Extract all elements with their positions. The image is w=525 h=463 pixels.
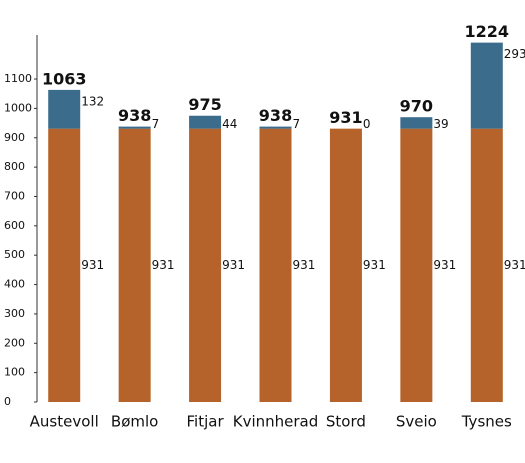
x-tick-label: Kvinnherad bbox=[233, 413, 319, 431]
x-tick-label: Fitjar bbox=[187, 413, 225, 431]
segment-label: 7 bbox=[293, 117, 301, 131]
segment-label: 931 bbox=[81, 258, 104, 272]
x-tick-label: Austevoll bbox=[30, 413, 99, 431]
bar-segment bbox=[259, 126, 292, 129]
segment-label: 931 bbox=[152, 258, 175, 272]
y-tick-label: 900 bbox=[4, 131, 25, 144]
x-tick-label: Bømlo bbox=[111, 413, 158, 431]
segment-label: 0 bbox=[363, 117, 371, 131]
bar-segment bbox=[470, 128, 503, 403]
y-tick-label: 800 bbox=[4, 160, 25, 173]
x-tick-label: Sveio bbox=[396, 413, 437, 431]
bar-segment bbox=[189, 128, 222, 403]
bar-segment bbox=[189, 115, 222, 129]
segment-label: 132 bbox=[81, 94, 104, 108]
y-tick-label: 400 bbox=[4, 278, 25, 291]
bar-segment bbox=[400, 128, 433, 403]
segment-label: 931 bbox=[293, 258, 316, 272]
total-label: 975 bbox=[188, 95, 221, 114]
bar-segment bbox=[470, 42, 503, 129]
total-label: 938 bbox=[118, 106, 151, 125]
total-label: 1063 bbox=[42, 69, 87, 88]
y-tick-label: 1000 bbox=[4, 101, 32, 114]
y-tick-label: 700 bbox=[4, 189, 25, 202]
bar-segment bbox=[118, 128, 151, 403]
y-tick-label: 200 bbox=[4, 336, 25, 349]
y-tick-label: 600 bbox=[4, 219, 25, 232]
segment-label: 931 bbox=[222, 258, 245, 272]
total-label: 931 bbox=[329, 108, 362, 127]
segment-label: 293 bbox=[504, 47, 525, 61]
y-tick-label: 1100 bbox=[4, 72, 32, 85]
x-tick-label: Stord bbox=[326, 413, 366, 431]
bar-segment bbox=[118, 126, 151, 129]
y-tick-label: 100 bbox=[4, 366, 25, 379]
bar-segment bbox=[329, 128, 362, 403]
bar-segment bbox=[48, 89, 81, 129]
segment-label: 7 bbox=[152, 117, 160, 131]
segment-label: 39 bbox=[433, 117, 448, 131]
segment-label: 931 bbox=[504, 258, 525, 272]
segment-label: 931 bbox=[363, 258, 386, 272]
y-tick-label: 0 bbox=[4, 395, 11, 408]
bar-segment bbox=[259, 128, 292, 403]
bar-segment bbox=[400, 117, 433, 129]
total-label: 938 bbox=[259, 106, 292, 125]
y-tick-label: 500 bbox=[4, 248, 25, 261]
bar-segment bbox=[48, 128, 81, 403]
segment-label: 44 bbox=[222, 117, 237, 131]
x-tick-label: Tysnes bbox=[461, 413, 512, 431]
total-label: 1224 bbox=[465, 22, 510, 41]
y-tick-label: 300 bbox=[4, 307, 25, 320]
total-label: 970 bbox=[400, 97, 433, 116]
segment-label: 931 bbox=[433, 258, 456, 272]
